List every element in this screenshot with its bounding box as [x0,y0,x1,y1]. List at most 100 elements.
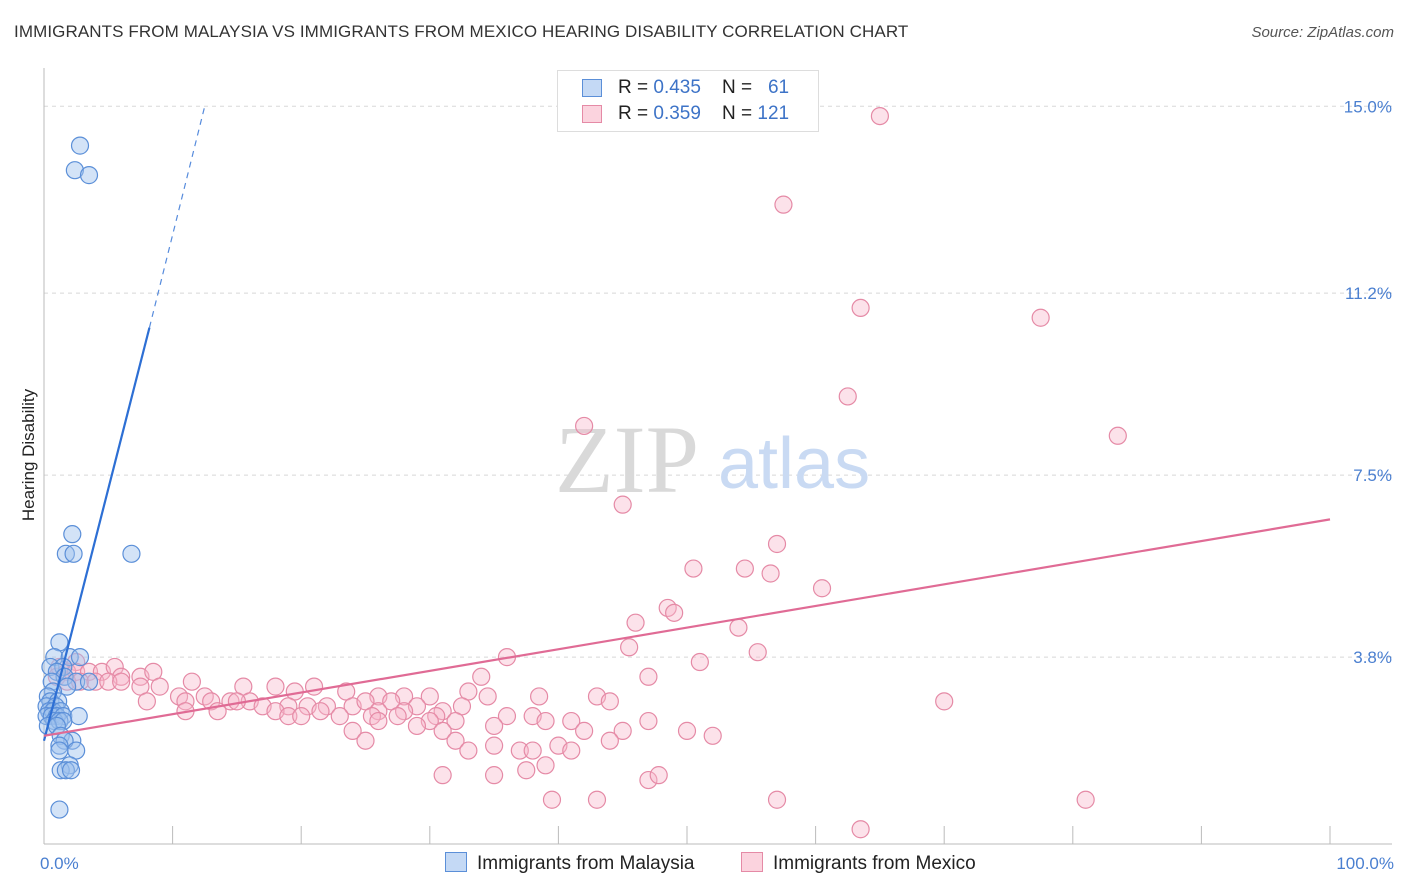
mexico-point [851,820,870,839]
y-tick-label: 7.5% [1353,466,1392,485]
mexico-point [774,195,793,214]
malaysia-point [45,648,64,667]
mexico-point [279,707,298,726]
mexico-point [446,711,465,731]
mexico-point [292,707,311,726]
mexico-point [767,534,787,554]
mexico-point [485,766,504,785]
mexico-point [935,692,954,711]
mexico-point [562,741,581,760]
mexico-point [613,721,632,740]
malaysia-point [69,707,88,726]
malaysia-point [79,166,99,185]
mexico-point [356,731,375,750]
watermark: ZIP atlas [555,406,870,513]
mexico-point [767,790,787,809]
r-value-malaysia: 0.435 [653,77,701,98]
chart-title: IMMIGRANTS FROM MALAYSIA VS IMMIGRANTS F… [14,22,909,41]
malaysia-point [56,544,75,563]
watermark-zip: ZIP [555,406,699,513]
malaysia-point [63,525,82,544]
n-label: N = [722,103,758,124]
r-label: R = [618,103,654,124]
mexico-point [79,662,99,681]
mexico-point [304,677,324,696]
mexico-point [600,692,619,711]
mexico-point [137,692,156,711]
n-label: N = [722,77,758,98]
legend-label-malaysia: Immigrants from Malaysia [477,853,695,874]
mexico-point [510,741,529,760]
mexico-point [478,687,497,706]
mexico-point [812,579,832,598]
stats-swatch-mexico [582,105,602,123]
mexico-point [649,766,668,785]
trend-lines [42,106,1331,741]
source-label: Source: ZipAtlas.com [1251,24,1394,41]
mexico-point [388,707,407,726]
mexico-point [677,721,697,740]
malaysia-point [64,544,83,563]
malaysia-point [122,544,141,563]
malaysia-point [56,761,75,780]
mexico-point [684,559,703,578]
mexico-point [472,667,491,686]
malaysia-point [61,761,81,780]
malaysia-point [50,736,69,755]
mexico-point [407,716,427,736]
mexico-point [542,790,562,809]
stats-swatch-malaysia [582,79,602,97]
x-tick-label: 0.0% [40,854,79,873]
mexico-point [536,711,555,731]
mexico-point [851,298,870,318]
mexico-point [433,721,452,740]
mexico-trend-line [43,518,1331,737]
n-value-mexico: 121 [757,103,790,124]
mexico-point [729,618,748,637]
r-label: R = [618,77,654,98]
mexico-point [639,667,658,686]
mexico-point [735,559,754,578]
legend-item-mexico[interactable]: Immigrants from Mexico [741,852,976,875]
legend-item-malaysia[interactable]: Immigrants from Malaysia [445,852,695,875]
mexico-point [517,761,536,780]
mexico-point [626,613,645,632]
malaysia-point [70,136,90,155]
mexico-point [1108,426,1127,445]
mexico-point [330,707,349,726]
legend-label-mexico: Immigrants from Mexico [773,853,976,874]
legend-swatch-malaysia [445,852,467,872]
malaysia-point [50,741,69,760]
mexico-point [459,741,478,760]
mexico-point [343,721,362,740]
mexico-point [536,756,555,775]
mexico-point [703,726,722,745]
gridlines [44,105,1392,658]
mexico-point [497,707,517,726]
stats-box: R = 0.435 N = 61 R = 0.359 N = 121 [557,70,819,132]
y-tick-label: 15.0% [1344,97,1392,116]
watermark-atlas: atlas [718,424,870,504]
mexico-point [665,603,684,622]
mexico-point [530,687,549,706]
malaysia-trend-line [42,327,151,741]
mexico-point [1031,308,1050,327]
mexico-point [433,766,452,785]
y-axis-label: Hearing Disability [19,388,38,521]
mexico-point [575,416,594,436]
r-value-mexico: 0.359 [653,103,701,124]
mexico-point [690,652,709,672]
mexico-point [182,672,201,691]
tick-labels: 3.8% 7.5% 11.2% 15.0% 0.0% 100.0% [40,97,1394,873]
mexico-point [99,672,118,691]
mexico-point [176,692,195,711]
y-tick-label: 11.2% [1345,284,1392,303]
mexico-point [639,770,658,790]
mexico-point [761,564,780,583]
mexico-point [420,687,439,706]
x-tick-label: 100.0% [1336,854,1394,873]
malaysia-trend-extension [148,106,206,328]
mexico-point [150,677,169,696]
malaysia-point [67,672,86,691]
